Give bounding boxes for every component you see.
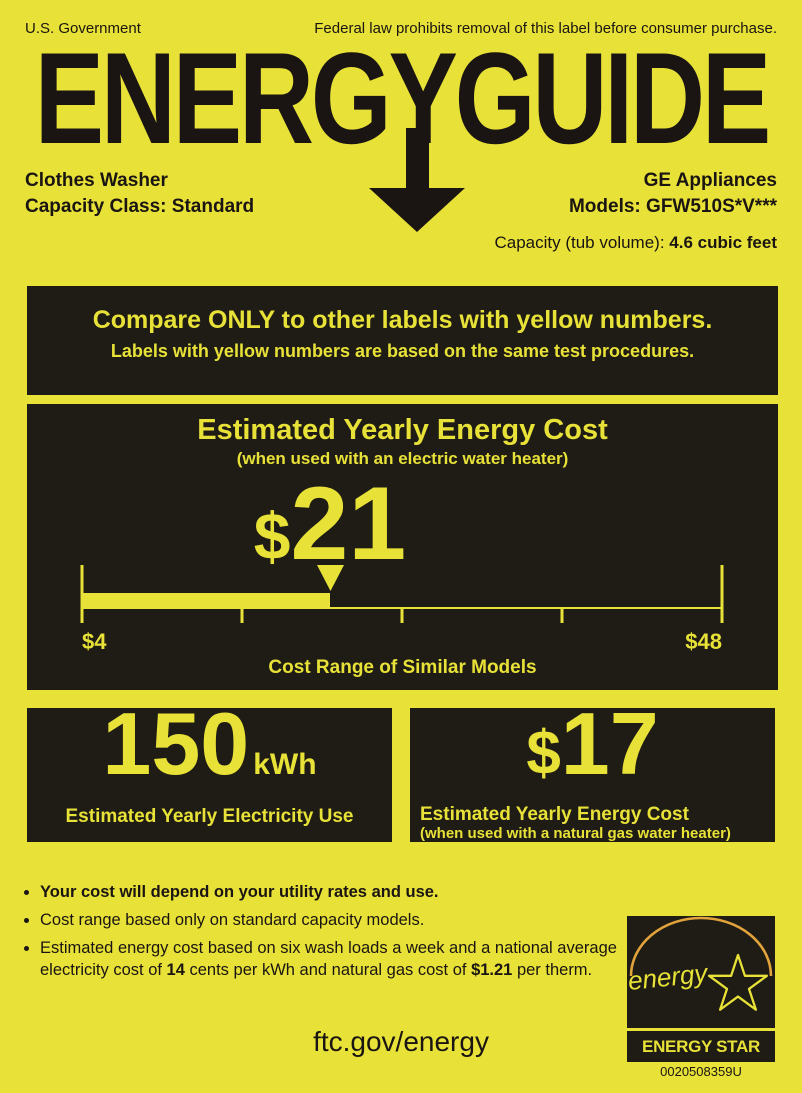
svg-text:$4: $4 [82, 629, 107, 654]
svg-text:$48: $48 [685, 629, 722, 654]
svg-text:energy: energy [627, 958, 711, 996]
